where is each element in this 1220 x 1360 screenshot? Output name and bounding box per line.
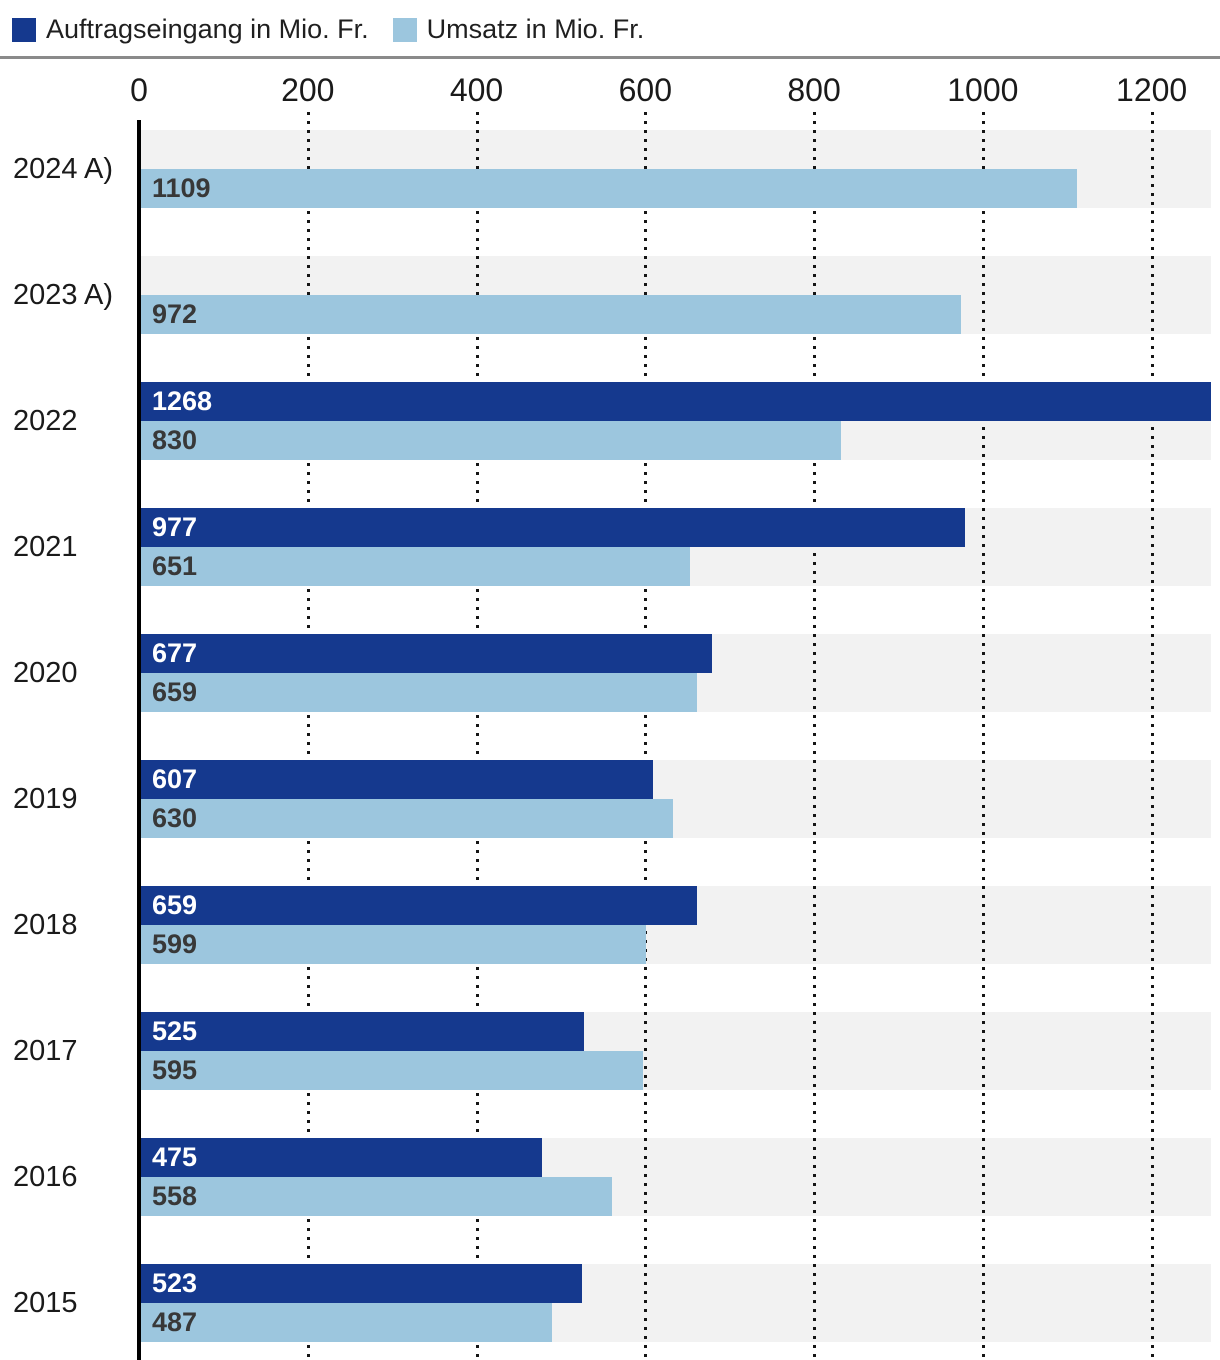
bar-value-label: 487 [152,1307,198,1337]
bar-value-label: 659 [152,677,198,707]
bar-value-label: 523 [152,1268,198,1298]
bar-auftragseingang: 1268 [141,382,1211,421]
bar-value-label: 977 [152,512,198,542]
bar-umsatz: 1109 [141,169,1077,208]
bar-umsatz: 659 [141,673,698,712]
bar-umsatz: 599 [141,925,647,964]
category-label: 2021 [13,530,78,563]
bar-value-label: 525 [152,1016,198,1046]
bar-umsatz: 830 [141,421,842,460]
bar-umsatz: 558 [141,1177,612,1216]
bar-value-label: 607 [152,764,198,794]
bar-umsatz: 630 [141,799,673,838]
bar-value-label: 1268 [152,386,213,416]
category-label: 2024 A) [13,152,113,185]
x-tick-label: 200 [281,72,335,108]
gridline [813,112,817,1360]
bar-auftragseingang: 475 [141,1138,542,1177]
category-label: 2016 [13,1160,78,1193]
gridline [644,112,648,1360]
legend-label-umsatz: Umsatz in Mio. Fr. [426,14,645,44]
category-label: 2022 [13,404,78,437]
bar-auftragseingang: 977 [141,508,966,547]
y-axis-line [137,120,141,1360]
x-axis-labels: 0 200 400 600 800 1000 1200 [0,72,1220,108]
category-label: 2019 [13,782,78,815]
bar-auftragseingang: 525 [141,1012,585,1051]
bar-value-label: 475 [152,1142,198,1172]
bar-umsatz: 595 [141,1051,644,1090]
x-tick-label: 1200 [1116,72,1188,108]
bar-auftragseingang: 659 [141,886,698,925]
gridline [475,112,479,1360]
x-tick-label: 600 [618,72,672,108]
gridline [1150,112,1154,1360]
bar-value-label: 972 [152,299,198,329]
legend-swatch-auftragseingang-icon [12,17,36,42]
bar-auftragseingang: 523 [141,1264,583,1303]
category-label: 2020 [13,656,78,689]
bar-auftragseingang: 677 [141,634,713,673]
legend-item-umsatz: Umsatz in Mio. Fr. [392,14,645,45]
legend-separator [0,56,1220,59]
bar-value-label: 558 [152,1181,198,1211]
bar-value-label: 630 [152,803,198,833]
gridline [306,112,310,1360]
bar-value-label: 677 [152,638,198,668]
gridline [981,112,985,1360]
legend: Auftragseingang in Mio. Fr. Umsatz in Mi… [12,14,644,45]
bar-value-label: 595 [152,1055,198,1085]
bar-value-label: 1109 [152,173,211,203]
category-label: 2015 [13,1286,78,1319]
legend-item-auftragseingang: Auftragseingang in Mio. Fr. [12,14,369,45]
x-tick-label: 800 [787,72,841,108]
bar-value-label: 599 [152,929,198,959]
category-label: 2018 [13,908,78,941]
bar-value-label: 830 [152,425,198,455]
x-tick-label: 1000 [947,72,1019,108]
category-label: 2017 [13,1034,78,1067]
category-label: 2023 A) [13,278,113,311]
bar-umsatz: 972 [141,295,962,334]
bar-umsatz: 651 [141,547,691,586]
bar-umsatz: 487 [141,1303,552,1342]
x-tick-label: 0 [130,72,148,108]
bar-value-label: 659 [152,890,198,920]
x-tick-label: 400 [449,72,504,108]
legend-label-auftragseingang: Auftragseingang in Mio. Fr. [46,14,369,44]
bar-auftragseingang: 607 [141,760,654,799]
bar-value-label: 651 [152,551,198,581]
legend-swatch-umsatz-icon [392,17,417,42]
